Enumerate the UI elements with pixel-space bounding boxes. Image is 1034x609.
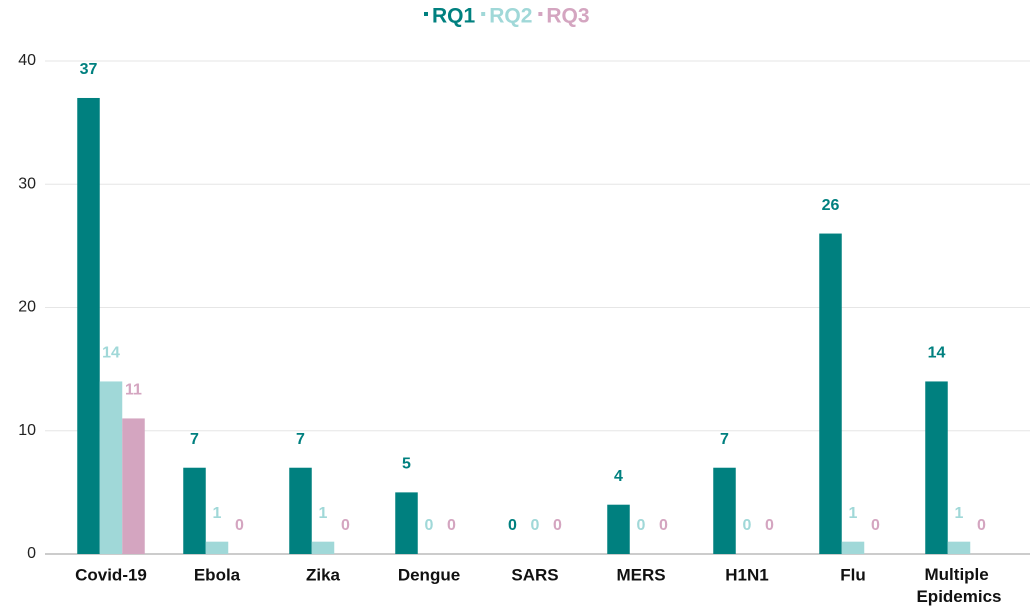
- data-label: 0: [977, 517, 986, 534]
- bar: [99, 381, 123, 554]
- data-label: 11: [125, 382, 142, 399]
- bar: [311, 541, 335, 554]
- data-label: 1: [213, 505, 222, 522]
- bar: [713, 467, 736, 554]
- data-label: 0: [425, 517, 434, 534]
- legend-label: RQ2: [489, 5, 532, 28]
- x-tick-label: H1N1: [725, 565, 768, 584]
- data-label: 14: [102, 345, 120, 362]
- data-label: 0: [871, 517, 880, 534]
- data-label: 4: [614, 468, 623, 485]
- bar: [77, 97, 100, 554]
- x-tick-label: Multiple Epidemics: [916, 565, 1001, 606]
- bar: [122, 418, 145, 554]
- data-label: 0: [659, 517, 668, 534]
- data-label: 0: [553, 517, 562, 534]
- data-label: 37: [80, 61, 98, 78]
- x-tick-label: Dengue: [398, 565, 460, 584]
- data-label: 1: [849, 505, 858, 522]
- legend-swatch: [424, 12, 428, 16]
- legend-swatch: [481, 12, 486, 16]
- bar: [395, 492, 418, 554]
- bar: [819, 233, 842, 555]
- bar: [607, 504, 630, 554]
- bar: [183, 467, 206, 554]
- data-label: 26: [822, 197, 840, 214]
- bar: [947, 541, 971, 554]
- bar: [841, 541, 865, 554]
- bar: [289, 467, 312, 554]
- data-label: 7: [190, 431, 199, 448]
- y-tick-label: 30: [18, 175, 36, 192]
- data-label: 7: [296, 431, 305, 448]
- data-label: 5: [402, 456, 411, 473]
- data-label: 14: [928, 345, 946, 362]
- y-tick-label: 0: [27, 545, 36, 562]
- y-tick-label: 20: [18, 299, 36, 316]
- data-label: 7: [720, 431, 729, 448]
- legend-swatch: [538, 12, 543, 16]
- x-tick-label: Flu: [840, 565, 866, 584]
- y-tick-label: 40: [18, 52, 36, 69]
- data-label: 0: [637, 517, 646, 534]
- x-tick-label: Covid-19: [75, 565, 147, 584]
- data-label: 1: [319, 505, 328, 522]
- y-tick-label: 10: [18, 422, 36, 439]
- data-label: 0: [765, 517, 774, 534]
- data-label: 0: [235, 517, 244, 534]
- x-tick-label: Zika: [306, 565, 341, 584]
- legend-label: RQ3: [546, 5, 589, 28]
- data-label: 0: [447, 517, 456, 534]
- x-tick-label: MERS: [616, 565, 665, 584]
- legend-label: RQ1: [432, 5, 476, 28]
- data-label: 0: [341, 517, 350, 534]
- legend: RQ1 RQ2 RQ3: [424, 5, 590, 28]
- bar: [925, 381, 948, 554]
- data-label: 0: [531, 517, 540, 534]
- bar: [205, 541, 229, 554]
- x-tick-label: Ebola: [194, 565, 241, 584]
- data-label: 1: [955, 505, 964, 522]
- data-label: 0: [743, 517, 752, 534]
- x-tick-label: SARS: [511, 565, 558, 584]
- data-label: 0: [508, 517, 517, 534]
